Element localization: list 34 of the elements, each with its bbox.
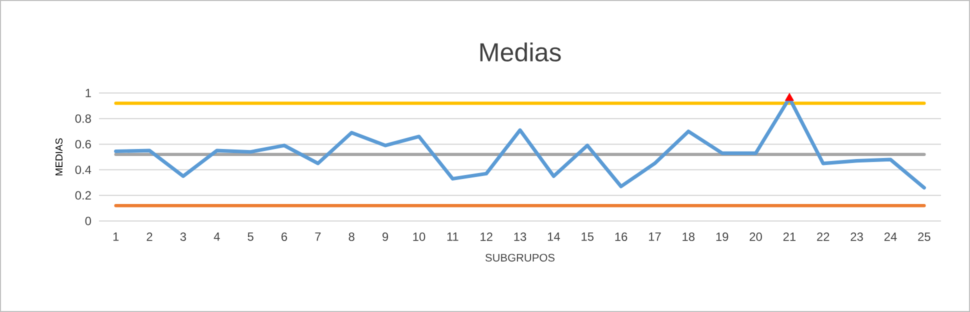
x-tick-label: 16 bbox=[615, 232, 628, 241]
x-tick-label: 20 bbox=[750, 232, 762, 241]
x-tick-label: 5 bbox=[248, 232, 254, 241]
x-tick-label: 19 bbox=[716, 232, 728, 241]
x-tick-label: 2 bbox=[146, 232, 152, 241]
x-tick-label: 10 bbox=[413, 232, 426, 241]
x-tick-label: 6 bbox=[282, 232, 288, 241]
x-tick-label: 14 bbox=[548, 232, 560, 241]
x-axis-title: SUBGRUPOS bbox=[485, 254, 555, 262]
x-tick-label: 1 bbox=[113, 232, 119, 241]
x-tick-label: 7 bbox=[315, 232, 321, 241]
x-tick-label: 15 bbox=[582, 232, 594, 241]
y-tick-label: 0 bbox=[85, 216, 92, 226]
y-tick-label: 1 bbox=[86, 88, 91, 98]
chart-title: Medias bbox=[480, 42, 561, 62]
x-tick-label: 18 bbox=[682, 232, 695, 241]
y-tick-label: 0.6 bbox=[75, 140, 91, 148]
x-tick-label: 12 bbox=[480, 232, 492, 241]
x-tick-label: 23 bbox=[850, 232, 863, 241]
y-tick-label: 0.8 bbox=[75, 114, 91, 123]
x-tick-label: 3 bbox=[180, 232, 186, 241]
x-tick-label: 13 bbox=[514, 232, 526, 241]
x-tick-label: 21 bbox=[783, 232, 796, 241]
x-tick-label: 4 bbox=[214, 232, 220, 241]
y-tick-label: 0.2 bbox=[75, 191, 91, 200]
y-tick-label: 0.4 bbox=[75, 166, 92, 174]
x-tick-label: 25 bbox=[918, 232, 930, 241]
x-tick-label: 17 bbox=[648, 232, 661, 241]
y-axis-title: MEDIAS bbox=[55, 138, 63, 176]
x-tick-label: 9 bbox=[382, 232, 388, 241]
x-tick-label: 24 bbox=[884, 232, 897, 241]
x-tick-label: 11 bbox=[447, 232, 458, 241]
x-tick-label: 8 bbox=[348, 232, 354, 241]
x-tick-label: 22 bbox=[817, 232, 830, 241]
